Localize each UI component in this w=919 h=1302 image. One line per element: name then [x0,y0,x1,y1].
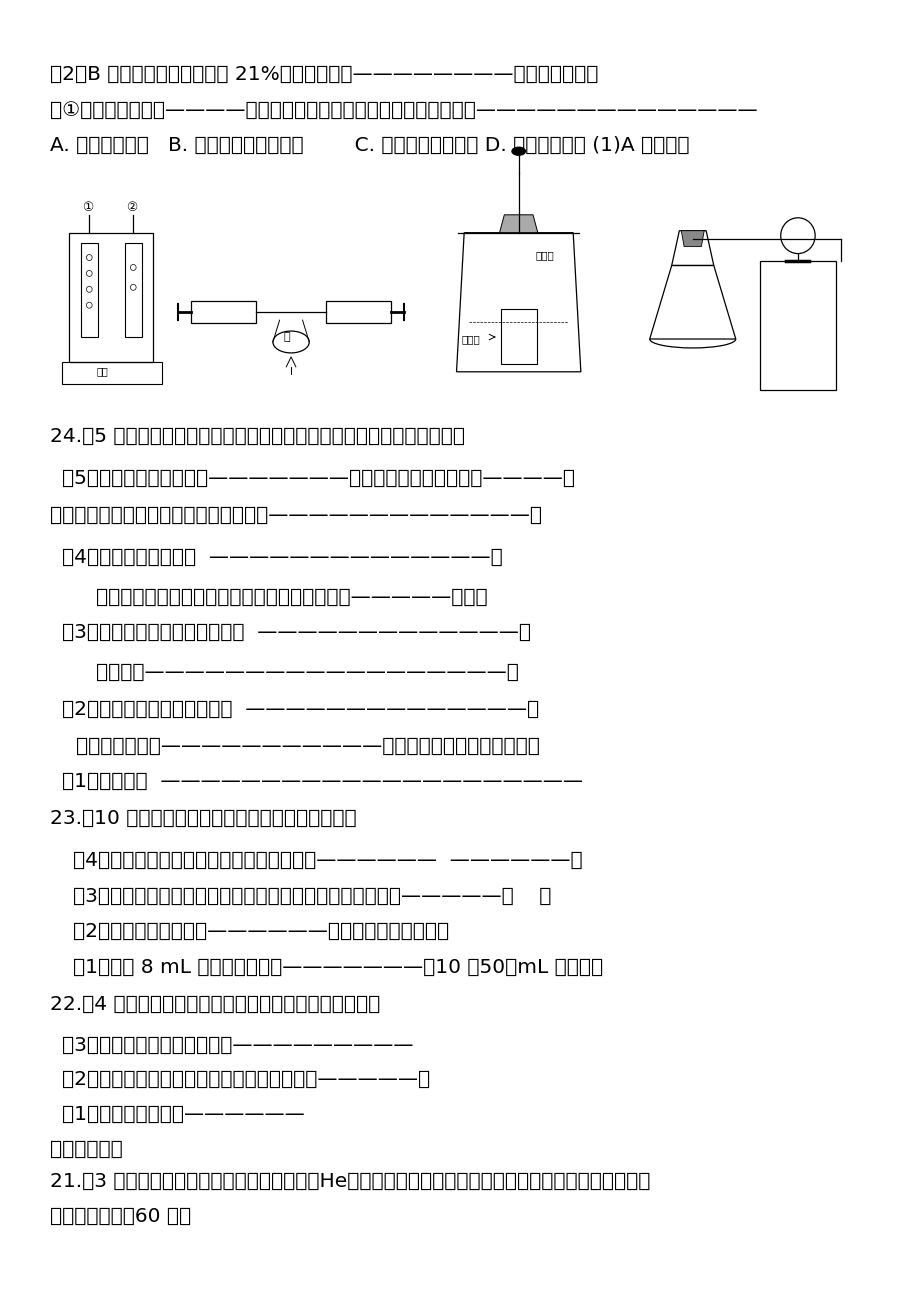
Text: （2）可填充锸虹灯且通电时会发出有色光的是—————，: （2）可填充锸虹灯且通电时会发出有色光的是—————， [62,1070,429,1090]
Text: （2）B 实验如果实验数据小于 21%，可能原因是————————（写出一点）；: （2）B 实验如果实验数据小于 21%，可能原因是————————（写出一点）； [50,65,597,83]
Text: 实验现象——————————————————；: 实验现象——————————————————； [96,663,518,682]
Text: （3）实验室用试管加热液体时，液体量不应超过试管容积的—————，    。: （3）实验室用试管加热液体时，液体量不应超过试管容积的—————， 。 [73,887,550,905]
Text: 化学式填空。: 化学式填空。 [50,1139,123,1159]
Text: （4）铁丝在氧气中燃烧  ——————————————，: （4）铁丝在氧气中燃烧 ——————————————， [62,548,502,566]
Bar [326,301,391,323]
Bar [759,260,835,389]
Text: （3）能产生温室效应的气体是—————————: （3）能产生温室效应的气体是————————— [62,1035,413,1055]
Text: 21.（3 分）从氢气、二氧化碳、氮气、氦气（He）、二氧化硫、五种气体中，按题意选择适当的物质并用: 21.（3 分）从氢气、二氧化碳、氮气、氦气（He）、二氧化硫、五种气体中，按题… [50,1172,650,1190]
Bar [500,309,537,363]
Text: 23.（10 分）写下列反应的文字表达式，并回答问题: 23.（10 分）写下列反应的文字表达式，并回答问题 [50,809,357,828]
Text: （2）加热滴有石蕊的碳酸溶液  ——————————————，: （2）加热滴有石蕊的碳酸溶液 ——————————————， [62,699,539,719]
Bar [81,242,97,337]
Text: （2）胶头滴管用过后应——————，再去吸取其他药品。: （2）胶头滴管用过后应——————，再去吸取其他药品。 [73,922,448,941]
Polygon shape [681,230,703,246]
Ellipse shape [512,147,525,155]
Text: 22.（4 分）规范的实验操作是实验成功的前提，请回答：: 22.（4 分）规范的实验操作是实验成功的前提，请回答： [50,995,380,1014]
Bar [69,233,153,362]
Text: （1）镇条燃烧  —————————————————————: （1）镇条燃烧 ————————————————————— [62,772,582,792]
Text: 盛放石灰水的试剂瓶内壁出现的白色固体可以用—————除去；: 盛放石灰水的试剂瓶内壁出现的白色固体可以用—————除去； [96,587,487,607]
Text: ①: ① [83,201,94,214]
Text: （5）绿色固体加热后变黑———————，化学反应的基本类型为————。: （5）绿色固体加热后变黑———————，化学反应的基本类型为————。 [62,469,574,488]
Text: （1）能形成酸雨的是——————: （1）能形成酸雨的是—————— [62,1105,304,1124]
Text: （3）二氧化碳通入澄清的石灰水  —————————————，: （3）二氧化碳通入澄清的石灰水 —————————————， [62,624,530,642]
Text: 电源: 电源 [96,366,108,376]
Text: 24.（5 分）下列是初中化学部分重要的实验或实验装置。请按要求填空：: 24.（5 分）下列是初中化学部分重要的实验或实验装置。请按要求填空： [50,427,465,445]
Bar [190,301,255,323]
Text: 石灰石: 石灰石 [460,335,480,344]
Text: 实验过程中集气瓶底被炸裂，可能原因是—————————————。: 实验过程中集气瓶底被炸裂，可能原因是—————————————。 [50,506,541,525]
Text: 铜: 铜 [283,332,289,342]
Polygon shape [499,215,538,233]
Text: （4）试管等玻璃玻璃仪器刷洗干净的标准是——————  ——————。: （4）试管等玻璃玻璃仪器刷洗干净的标准是—————— ——————。 [73,850,582,870]
Text: （1）量取 8 mL 稀硫酸，应选用———————（10 或50）mL 的量筒。: （1）量取 8 mL 稀硫酸，应选用———————（10 或50）mL 的量筒。 [73,958,603,976]
Text: 管①中产生的气体是————，在水中加入少许氢氧化钓溶液目的是为了——————————————: 管①中产生的气体是————，在水中加入少许氢氧化钓溶液目的是为了————————… [50,100,757,120]
Bar [125,242,142,337]
Text: 三、我会填：（60 分）: 三、我会填：（60 分） [50,1207,191,1225]
Text: ②: ② [127,201,138,214]
Text: 利用镇条燃烧能———————————的性质，镇被用来制造焊火；: 利用镇条燃烧能———————————的性质，镇被用来制造焊火； [75,737,539,755]
Text: A. 水的电解实验   B. 测定空气里氧气含量        C. 探究二氧化碳性质 D. 气体制备装置 (1)A 实验玻璃: A. 水的电解实验 B. 测定空气里氧气含量 C. 探究二氧化碳性质 D. 气体… [50,137,689,155]
Bar [62,362,162,384]
Text: 稀盐酸: 稀盐酸 [535,250,554,260]
